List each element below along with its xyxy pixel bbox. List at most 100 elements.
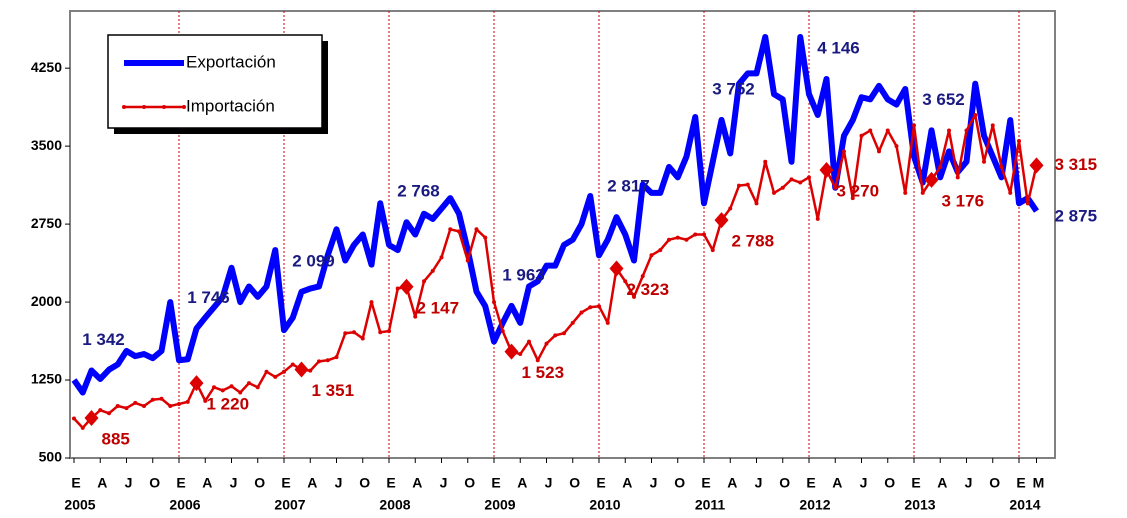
marker [177,401,181,406]
value-label: 1 220 [207,395,250,414]
year-label: 2011 [695,497,726,513]
marker-diamond [609,260,624,277]
value-label: 2 788 [732,232,775,251]
marker [168,404,173,409]
marker [780,185,785,190]
marker [264,369,269,374]
value-label: 1 351 [312,381,355,400]
marker [684,237,689,242]
marker [798,180,803,185]
marker [360,336,365,341]
value-label: 1 746 [187,288,230,307]
marker [535,358,540,363]
marker [247,381,251,386]
marker [185,399,190,404]
x-tick-label: O [674,475,685,491]
x-tick-label: E [281,475,290,491]
marker [920,190,925,195]
series-line [71,33,1039,396]
x-tick-label: J [650,475,658,491]
year-label: 2008 [379,497,410,513]
x-tick-label: O [884,475,895,491]
marker [413,314,418,319]
marker [352,330,356,335]
marker [159,396,164,401]
value-label: 2 875 [1055,207,1098,226]
marker [553,333,558,338]
marker [448,227,453,232]
marker [317,359,321,364]
marker [562,331,566,336]
marker [439,255,444,260]
marker [518,352,523,357]
marker [912,123,916,128]
marker [422,279,426,284]
marker [728,206,733,211]
x-tick-label: O [989,475,1000,491]
marker [702,232,706,237]
legend-marker [162,105,166,109]
x-tick-label: E [1016,475,1025,491]
marker [973,112,978,117]
marker-diamond [84,409,99,426]
marker [640,274,645,279]
value-label: 4 146 [817,38,860,57]
marker [474,227,479,232]
marker [203,398,208,403]
marker [570,320,575,325]
marker [815,216,820,221]
x-tick-label: A [97,475,107,491]
marker [115,404,120,409]
marker [807,175,811,180]
marker [833,185,838,190]
marker [763,159,768,164]
marker-diamond [819,162,834,179]
marker [999,164,1004,169]
value-label: 1 342 [82,330,125,349]
legend-marker [142,105,146,109]
x-tick-label: E [701,475,710,491]
y-tick-label: 2000 [31,293,62,309]
x-tick-label: E [71,475,80,491]
x-tick-label: J [755,475,763,491]
x-tick-label: J [965,475,973,491]
marker [334,355,339,360]
marker-diamond [294,361,309,378]
marker [894,144,899,149]
marker [597,304,601,309]
x-tick-label: A [937,475,947,491]
year-label: 2007 [274,497,305,513]
marker [842,149,846,154]
year-label: 2010 [589,497,620,513]
marker [772,190,776,195]
year-label: 2005 [64,497,95,513]
x-tick-label: E [596,475,605,491]
marker [72,416,76,421]
marker [238,390,243,395]
marker [343,331,348,336]
marker [710,248,715,253]
marker [885,128,890,133]
x-tick-label: J [440,475,448,491]
marker [98,408,103,413]
year-label: 2006 [169,497,200,513]
marker [378,330,383,335]
marker-diamond [504,343,519,360]
marker [1008,190,1013,195]
marker [693,232,698,237]
marker [308,368,313,373]
marker-diamond [1029,157,1044,174]
marker [107,411,111,416]
marker [142,404,146,409]
marker [527,339,531,344]
marker [632,294,636,299]
x-tick-label: J [125,475,133,491]
marker [903,190,908,195]
year-label: 2014 [1009,497,1040,513]
marker [212,385,216,390]
x-tick-label: J [335,475,343,491]
marker [483,235,488,240]
marker [737,183,741,188]
marker-diamond [924,171,939,188]
marker [964,128,969,133]
